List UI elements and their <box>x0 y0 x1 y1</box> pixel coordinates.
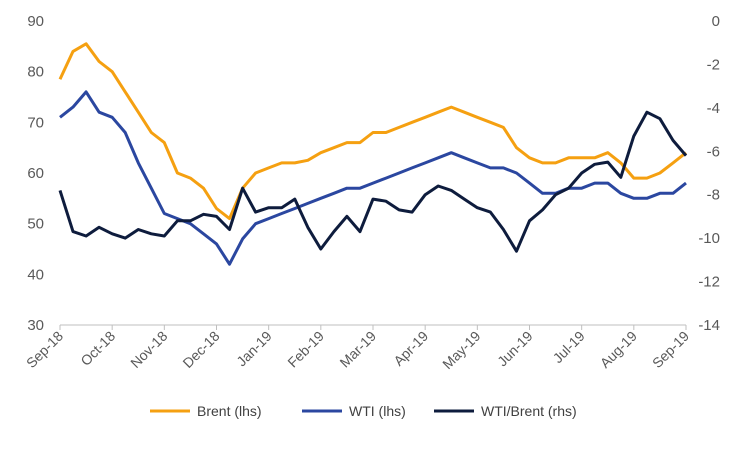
y-right-tick-label: -8 <box>707 187 720 204</box>
y-left-tick-label: 70 <box>27 114 44 131</box>
y-right-tick-label: -4 <box>707 100 720 117</box>
x-tick-label: Jan-19 <box>233 328 275 370</box>
series-line-1 <box>59 90 687 266</box>
y-left-tick-label: 50 <box>27 216 44 233</box>
x-tick-label: Jul-19 <box>550 328 588 366</box>
y-right-tick-label: -10 <box>698 230 720 247</box>
x-tick-label: Nov-18 <box>127 328 170 371</box>
y-left-tick-label: 80 <box>27 64 44 81</box>
y-left-tick-label: 40 <box>27 266 44 283</box>
x-tick-label: Sep-19 <box>649 328 692 371</box>
series-layer <box>58 42 688 266</box>
x-tick-label: Feb-19 <box>284 328 327 371</box>
y-left-tick-label: 90 <box>27 13 44 30</box>
y-right-tick-label: -2 <box>707 56 720 73</box>
series-line-0 <box>58 42 687 221</box>
y-right-tick-label: 0 <box>712 13 720 30</box>
y-left-tick-label: 30 <box>27 317 44 334</box>
x-tick-label: Sep-18 <box>23 328 66 371</box>
x-tick-label: Apr-19 <box>390 328 431 369</box>
x-tick-label: Dec-18 <box>179 328 222 371</box>
x-tick-label: Oct-18 <box>77 328 118 369</box>
legend-label: WTI (lhs) <box>349 403 406 419</box>
x-tick-label: Mar-19 <box>336 328 379 371</box>
y-left-tick-label: 60 <box>27 165 44 182</box>
series-line-2 <box>58 110 688 253</box>
legend-label: WTI/Brent (rhs) <box>481 403 577 419</box>
chart-legend: Brent (lhs) WTI (lhs) WTI/Brent (rhs) <box>150 403 577 419</box>
chart-axes: 30 40 50 60 70 80 90 -14 -12 -10 -8 -6 -4 -2 0 Sep-18 Oc… <box>23 13 720 372</box>
y-right-tick-label: -6 <box>707 143 720 160</box>
y-right-tick-label: -12 <box>698 274 720 291</box>
x-tick-label: Aug-19 <box>597 328 640 371</box>
legend-label: Brent (lhs) <box>197 403 262 419</box>
y-right-tick-label: -14 <box>698 317 720 334</box>
x-tick-label: Jun-19 <box>494 328 536 370</box>
x-tick-label: May-19 <box>439 328 483 372</box>
